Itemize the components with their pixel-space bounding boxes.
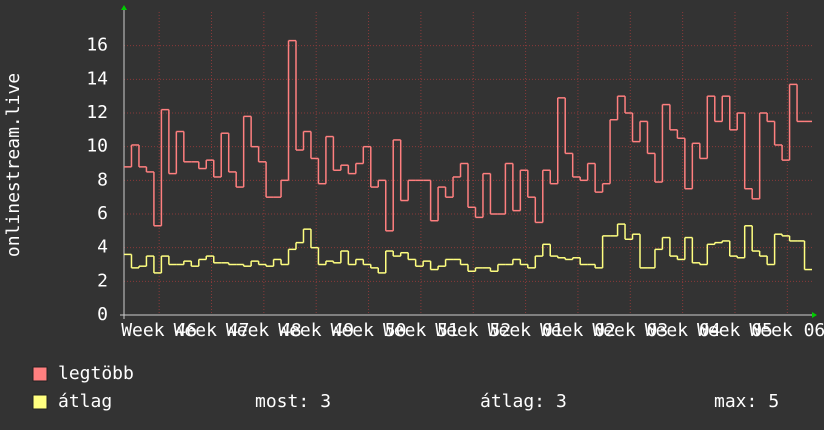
- x-tick-label: Week 52: [435, 320, 511, 341]
- axis-arrow: [121, 5, 127, 10]
- x-tick-label: Week 05: [697, 320, 773, 341]
- x-tick-label: Week 04: [645, 320, 721, 341]
- x-tick-label: Week 46: [121, 320, 197, 341]
- y-tick-label: 0: [97, 304, 108, 325]
- x-tick-label: Week 02: [540, 320, 616, 341]
- series-line: [124, 39, 812, 232]
- stat-label: átlag:: [480, 391, 545, 412]
- legend-swatch: [32, 366, 48, 382]
- y-tick-label: 2: [97, 270, 108, 291]
- series-line: [124, 223, 812, 274]
- x-tick-label: Week 50: [331, 320, 407, 341]
- x-tick-label: Week 51: [383, 320, 459, 341]
- y-tick-label: 6: [97, 203, 108, 224]
- y-tick-label: 8: [97, 169, 108, 190]
- stat-value: 3: [556, 391, 567, 412]
- stat-label: most:: [255, 391, 309, 412]
- legend-stat: max: 5: [714, 391, 779, 412]
- legend-stat: most: 3: [255, 391, 331, 412]
- y-tick-label: 4: [97, 237, 108, 258]
- stat-value: 3: [320, 391, 331, 412]
- axis-arrow: [812, 312, 817, 318]
- x-tick-label: Week 49: [278, 320, 354, 341]
- y-axis-label: onlinestream.live: [3, 73, 24, 257]
- y-tick-label: 14: [86, 68, 108, 89]
- legend-label: legtöbb: [58, 363, 134, 384]
- legend-stat: átlag: 3: [480, 391, 567, 412]
- x-tick-label: Week 06: [749, 320, 824, 341]
- y-tick-label: 10: [86, 136, 108, 157]
- legend-swatch: [32, 394, 48, 410]
- x-tick-label: Week 03: [592, 320, 668, 341]
- stat-value: 5: [768, 391, 779, 412]
- x-tick-label: Week 01: [488, 320, 564, 341]
- stat-label: max:: [714, 391, 757, 412]
- y-tick-label: 16: [86, 35, 108, 56]
- y-tick-label: 12: [86, 102, 108, 123]
- x-tick-label: Week 47: [174, 320, 250, 341]
- legend-label: átlag: [58, 391, 112, 412]
- x-tick-label: Week 48: [226, 320, 302, 341]
